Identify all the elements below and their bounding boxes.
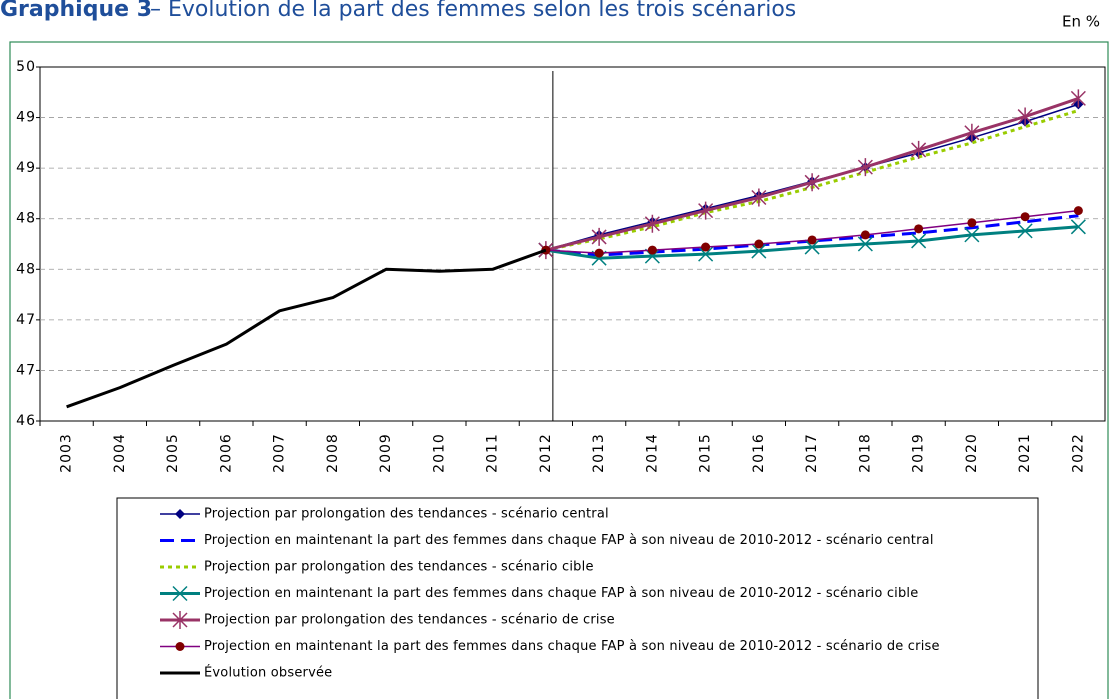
x-tick-label: 2005: [165, 433, 181, 473]
marker: [804, 239, 820, 255]
legend-label: Projection en maintenant la part des fem…: [204, 639, 940, 654]
marker: [860, 230, 870, 240]
series-line: [545, 214, 1079, 257]
marker: [591, 227, 607, 246]
y-tick-label: 49: [16, 160, 36, 176]
y-tick-label: 47: [16, 362, 36, 378]
marker: [964, 123, 980, 142]
y-tick-label: 50: [16, 59, 36, 75]
chart-title: – Évolution de la part des femmes selon …: [150, 0, 796, 22]
marker: [594, 248, 604, 258]
y-tick-label: 49: [16, 110, 36, 126]
x-tick-label: 2004: [112, 433, 128, 473]
x-tick-label: 2014: [644, 433, 660, 473]
y-tick-label: 48: [16, 211, 36, 227]
marker: [172, 611, 188, 629]
marker: [701, 242, 711, 252]
marker: [698, 201, 714, 220]
marker: [172, 585, 188, 602]
marker: [175, 642, 185, 651]
marker: [1073, 206, 1083, 216]
marker: [964, 227, 980, 243]
y-tick-label: 47: [16, 312, 36, 328]
x-tick-label: 2020: [964, 433, 980, 473]
marker: [751, 188, 767, 207]
x-tick-label: 2012: [538, 433, 554, 473]
marker: [1017, 223, 1033, 239]
x-tick-label: 2011: [485, 433, 501, 473]
marker: [911, 140, 927, 159]
x-tick-label: 2010: [431, 433, 447, 473]
x-tick-label: 2017: [804, 433, 820, 473]
marker: [807, 235, 817, 245]
marker: [857, 158, 873, 177]
marker: [1017, 107, 1033, 126]
chart-frame: [9, 41, 1109, 699]
x-tick-label: 2008: [325, 433, 341, 473]
x-tick-label: 2013: [591, 433, 607, 473]
marker: [751, 243, 767, 259]
y-tick-label: 46: [16, 413, 36, 429]
x-tick-label: 2021: [1017, 433, 1033, 473]
marker: [1070, 219, 1086, 235]
marker: [804, 173, 820, 192]
marker: [1070, 89, 1086, 108]
legend-label: Projection par prolongation des tendance…: [204, 507, 609, 522]
legend-label: Projection par prolongation des tendance…: [204, 613, 615, 628]
x-tick-label: 2006: [218, 433, 234, 473]
legend-box: [116, 497, 1039, 699]
legend-label: Projection par prolongation des tendance…: [204, 560, 594, 575]
x-tick-label: 2019: [911, 433, 927, 473]
marker: [175, 509, 185, 519]
x-tick-label: 2022: [1070, 433, 1086, 473]
marker: [914, 224, 924, 234]
chart-title-label: Graphique 3: [0, 0, 152, 22]
y-tick-label: 48: [16, 261, 36, 277]
legend-label: Projection en maintenant la part des fem…: [204, 586, 918, 601]
marker: [698, 246, 714, 262]
x-tick-label: 2009: [378, 433, 394, 473]
x-tick-label: 2015: [698, 433, 714, 473]
marker: [1020, 212, 1030, 222]
marker: [857, 236, 873, 252]
x-tick-label: 2016: [751, 433, 767, 473]
series-line: [66, 248, 547, 409]
unit-label: En %: [1062, 13, 1100, 31]
legend-label: Projection en maintenant la part des fem…: [204, 533, 934, 548]
marker: [967, 218, 977, 228]
legend-label: Évolution observée: [204, 665, 332, 681]
marker: [911, 233, 927, 249]
x-tick-label: 2007: [272, 433, 288, 473]
marker: [754, 239, 764, 249]
x-tick-label: 2018: [857, 433, 873, 473]
marker: [644, 248, 660, 264]
marker: [644, 214, 660, 233]
marker: [647, 245, 657, 255]
x-tick-label: 2003: [59, 433, 75, 473]
